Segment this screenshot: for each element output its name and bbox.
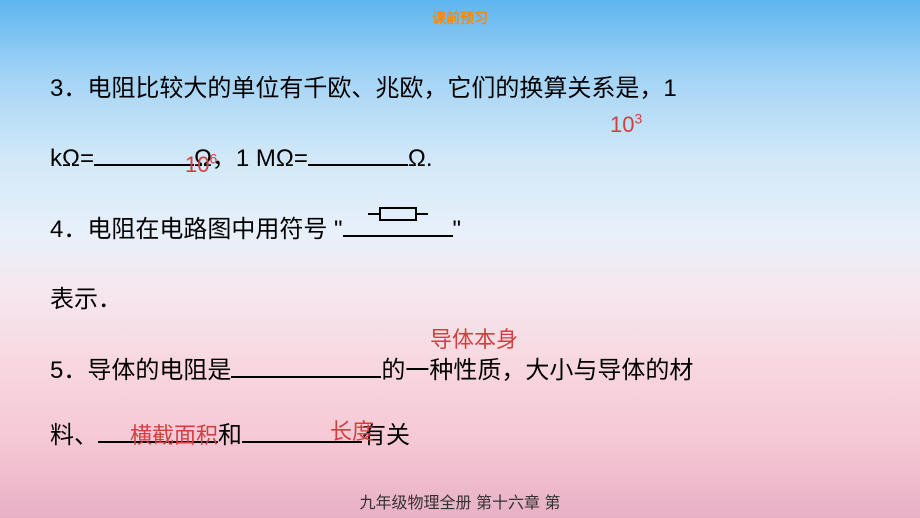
q4-text1: 4．电阻在电路图中用符号 " (50, 216, 343, 243)
q3-text4: Ω. (408, 145, 433, 172)
question-3-line2: kΩ=Ω，1 MΩ=Ω. 106 (50, 128, 870, 190)
question-3-line1: 3．电阻比较大的单位有千欧、兆欧，它们的换算关系是，1 103 (50, 58, 870, 120)
q3-text2: kΩ= (50, 145, 94, 172)
main-content: 3．电阻比较大的单位有千欧、兆欧，它们的换算关系是，1 103 kΩ=Ω，1 M… (0, 28, 920, 467)
blank-q4 (343, 209, 453, 237)
blank-q5-1 (231, 350, 381, 378)
q5-text4: 和 (218, 422, 242, 449)
header-title: 课前预习 (0, 0, 920, 28)
q5-answer3: 长度 (330, 403, 374, 460)
question-5-line2: 料、和有关 横截面积 长度 (50, 405, 870, 467)
resistor-icon (368, 207, 428, 225)
question-5-line1: 5．导体的电阻是 的一种性质，大小与导体的材 (50, 340, 870, 402)
question-4-line1: 4．电阻在电路图中用符号 " " (50, 199, 870, 261)
q5-text1: 5．导体的电阻是 (50, 357, 231, 384)
blank-q3-1 (94, 138, 194, 166)
q4-text2: " (453, 216, 462, 243)
q5-text2: 的一种性质，大小与导体的材 (381, 357, 693, 384)
footer-text: 九年级物理全册 第十六章 第 (0, 489, 920, 513)
q3-text1: 3．电阻比较大的单位有千欧、兆欧，它们的换算关系是，1 (50, 75, 677, 102)
q5-text3: 料、 (50, 422, 98, 449)
q4-text3: 表示． (50, 286, 122, 313)
q5-answer2: 横截面积 (130, 407, 218, 464)
q3-answer2: 106 (185, 136, 217, 193)
question-4-line2: 表示． 导体本身 (50, 269, 870, 331)
blank-q3-2 (308, 138, 408, 166)
